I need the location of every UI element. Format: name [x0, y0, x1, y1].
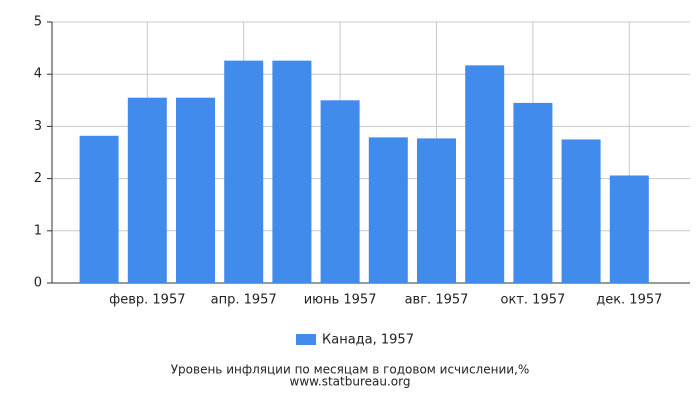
- bar: [176, 97, 215, 283]
- bar: [609, 175, 649, 283]
- bar: [465, 65, 505, 284]
- y-tick-label: 0: [34, 276, 42, 291]
- y-tick-label: 4: [34, 67, 42, 82]
- x-tick-label: авг. 1957: [405, 293, 469, 308]
- y-tick-label: 1: [34, 223, 42, 238]
- y-tick-label: 5: [34, 15, 42, 30]
- bar: [127, 97, 167, 283]
- y-tick-label: 3: [34, 119, 42, 134]
- x-tick-label: февр. 1957: [109, 293, 185, 308]
- bar: [79, 135, 119, 283]
- x-tick-label: июнь 1957: [304, 293, 377, 308]
- bar: [561, 139, 601, 283]
- bar: [224, 60, 264, 284]
- bar: [368, 137, 408, 283]
- bar: [417, 138, 456, 283]
- x-tick-label: апр. 1957: [211, 293, 277, 308]
- legend-label: Канада, 1957: [322, 333, 414, 348]
- bar: [320, 100, 360, 283]
- x-tick-label: дек. 1957: [596, 293, 662, 308]
- legend-swatch: [296, 334, 316, 345]
- source: www.statbureau.org: [290, 375, 411, 389]
- x-tick-label: окт. 1957: [501, 293, 566, 308]
- bar: [513, 102, 553, 283]
- bar: [272, 60, 312, 284]
- y-tick-label: 2: [34, 171, 42, 186]
- chart-title: Уровень инфляции по месяцам в годовом ис…: [171, 363, 530, 377]
